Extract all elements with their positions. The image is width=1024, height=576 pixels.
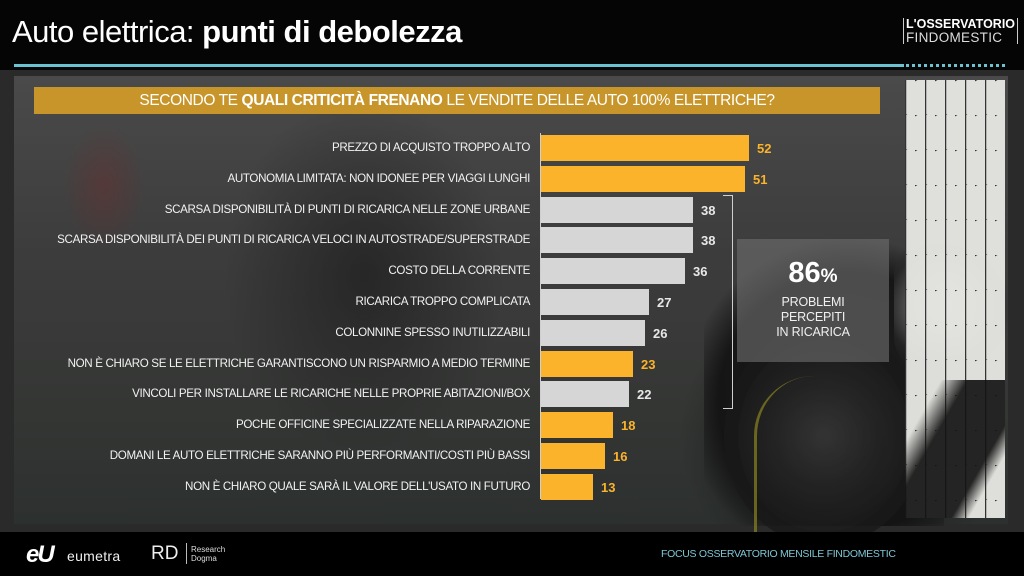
value-label: 51 xyxy=(753,171,768,187)
category-label: POCHE OFFICINE SPECIALIZZATE NELLA RIPAR… xyxy=(236,418,530,432)
header: Auto elettrica: punti di debolezza L'OSS… xyxy=(0,0,1024,70)
category-label: COSTO DELLA CORRENTE xyxy=(388,264,530,278)
bar xyxy=(541,289,649,315)
brand-line-2: FINDOMESTIC xyxy=(906,30,1003,45)
callout-number: 86 xyxy=(788,257,821,289)
category-label: NON È CHIARO SE LE ELETTRICHE GARANTISCO… xyxy=(67,356,531,370)
title-light: Auto elettrica: xyxy=(12,14,195,49)
category-label: PREZZO DI ACQUISTO TROPPO ALTO xyxy=(331,141,530,154)
category-label: DOMANI LE AUTO ELETTRICHE SARANNO PIÙ PE… xyxy=(109,449,531,462)
background-photo xyxy=(14,76,1014,576)
category-label: COLONNINE SPESSO INUTILIZZABILI xyxy=(335,325,530,339)
charging-group-bracket xyxy=(723,194,733,410)
bar xyxy=(541,412,613,439)
value-label: 23 xyxy=(641,356,656,372)
callout-value: 86% xyxy=(737,258,889,292)
bar xyxy=(541,381,629,408)
category-label: VINCOLI PER INSTALLARE LE RICARICHE NELL… xyxy=(132,387,530,401)
page-title: Auto elettrica: punti di debolezza xyxy=(12,14,462,50)
bar xyxy=(541,227,693,254)
charging-callout: 86% PROBLEMI PERCEPITI IN RICARICA xyxy=(737,239,889,362)
banner-prefix: SECONDO TE xyxy=(139,92,242,109)
research-dogma-line-1: Research xyxy=(191,545,226,554)
category-label: NON È CHIARO QUALE SARÀ IL VALORE DELL'U… xyxy=(185,479,530,493)
header-divider xyxy=(14,64,904,67)
bar xyxy=(541,258,685,285)
bar xyxy=(541,350,633,377)
category-label: SCARSA DISPONIBILITÀ DEI PUNTI DI RICARI… xyxy=(57,233,530,247)
value-label: 16 xyxy=(613,449,628,464)
research-dogma-logo-divider xyxy=(186,543,187,564)
research-dogma-line-2: Dogma xyxy=(191,553,217,563)
brand-line-1: L'OSSERVATORIO xyxy=(906,17,1016,31)
eumetra-logo-name: eumetra xyxy=(67,548,121,564)
value-label: 38 xyxy=(701,233,716,249)
callout-unit: % xyxy=(820,266,838,287)
chart-axis xyxy=(540,133,541,499)
eumetra-logo-mark: eU xyxy=(26,541,55,568)
bar xyxy=(541,443,605,469)
photo-cable-shape xyxy=(754,376,874,576)
category-label: SCARSA DISPONIBILITÀ DI PUNTI DI RICARIC… xyxy=(164,202,531,216)
category-label: RICARICA TROPPO COMPLICATA xyxy=(355,295,531,308)
value-label: 18 xyxy=(621,418,636,434)
category-label: AUTONOMIA LIMITATA: NON IDONEE PER VIAGG… xyxy=(227,171,530,185)
value-label: 13 xyxy=(601,479,616,495)
bar xyxy=(541,165,745,192)
value-label: 26 xyxy=(653,325,668,341)
bar xyxy=(541,196,693,223)
bar xyxy=(541,319,645,346)
decorative-pattern-shadow xyxy=(905,380,1005,518)
value-label: 27 xyxy=(657,295,672,310)
bar xyxy=(541,135,749,161)
callout-line-2: PERCEPITI xyxy=(780,310,846,324)
callout-line-3: IN RICARICA xyxy=(776,325,850,339)
question-banner: SECONDO TE QUALI CRITICITÀ FRENANO LE VE… xyxy=(34,87,880,114)
research-dogma-logo-name: Research Dogma xyxy=(191,545,226,563)
value-label: 38 xyxy=(701,202,716,218)
bar xyxy=(541,473,593,500)
banner-bold: QUALI CRITICITÀ FRENANO xyxy=(241,92,443,109)
footer xyxy=(0,532,1024,576)
header-divider-dotted xyxy=(906,64,1006,67)
title-bold: punti di debolezza xyxy=(202,14,462,49)
value-label: 22 xyxy=(637,387,652,403)
research-dogma-logo-mark: RD xyxy=(151,543,179,564)
value-label: 52 xyxy=(757,141,772,156)
value-label: 36 xyxy=(693,264,708,280)
banner-suffix: LE VENDITE DELLE AUTO 100% ELETTRICHE? xyxy=(442,92,775,109)
footer-caption: FOCUS OSSERVATORIO MENSILE FINDOMESTIC xyxy=(661,548,896,560)
callout-label: PROBLEMI PERCEPITI IN RICARICA xyxy=(737,295,889,340)
brand-logo: L'OSSERVATORIO FINDOMESTIC xyxy=(903,17,1019,45)
callout-line-1: PROBLEMI xyxy=(781,295,845,309)
